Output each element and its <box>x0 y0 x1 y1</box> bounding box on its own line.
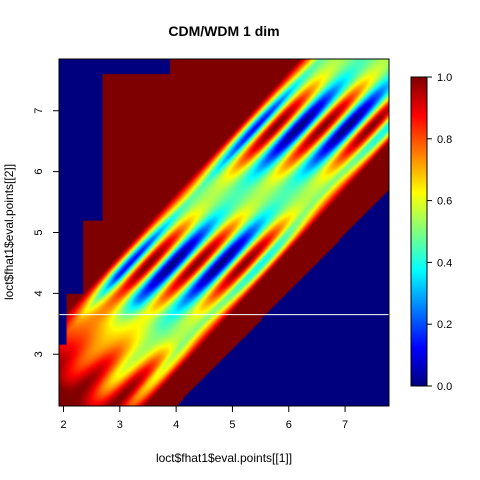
colorbar-ticks: 0.0 0.2 0.4 0.6 0.8 1.0 <box>427 72 452 393</box>
colorbar-tick-label: 0.6 <box>437 196 452 208</box>
x-tick-label: 5 <box>229 419 235 431</box>
x-tick-label: 2 <box>60 419 66 431</box>
colorbar: 0.0 0.2 0.4 0.6 0.8 1.0 <box>410 72 452 393</box>
colorbar-tick-label: 1.0 <box>437 72 452 84</box>
plot-area <box>58 58 390 407</box>
y-axis-label: loct$fhat1$eval.points[[2]] <box>2 164 16 300</box>
y-axis: 3 4 5 6 7 <box>33 108 60 357</box>
heatmap-image <box>59 59 389 406</box>
chart-title: CDM/WDM 1 dim <box>168 23 279 39</box>
colorbar-tick-label: 0.0 <box>437 381 452 393</box>
colorbar-tick-label: 0.8 <box>437 134 452 146</box>
y-tick-label: 3 <box>33 351 45 357</box>
colorbar-tick-label: 0.4 <box>437 257 452 269</box>
y-tick-label: 4 <box>33 290 45 296</box>
x-axis-label: loct$fhat1$eval.points[[1]] <box>156 451 292 465</box>
x-tick-label: 3 <box>117 419 123 431</box>
y-tick-label: 7 <box>33 108 45 114</box>
x-tick-label: 7 <box>342 419 348 431</box>
colorbar-tick-label: 0.2 <box>437 319 452 331</box>
y-tick-label: 6 <box>33 169 45 175</box>
x-tick-label: 6 <box>286 419 292 431</box>
x-tick-label: 4 <box>173 419 179 431</box>
colorbar-gradient <box>410 76 428 387</box>
x-axis: 2 3 4 5 6 7 <box>60 405 348 431</box>
y-tick-label: 5 <box>33 229 45 235</box>
